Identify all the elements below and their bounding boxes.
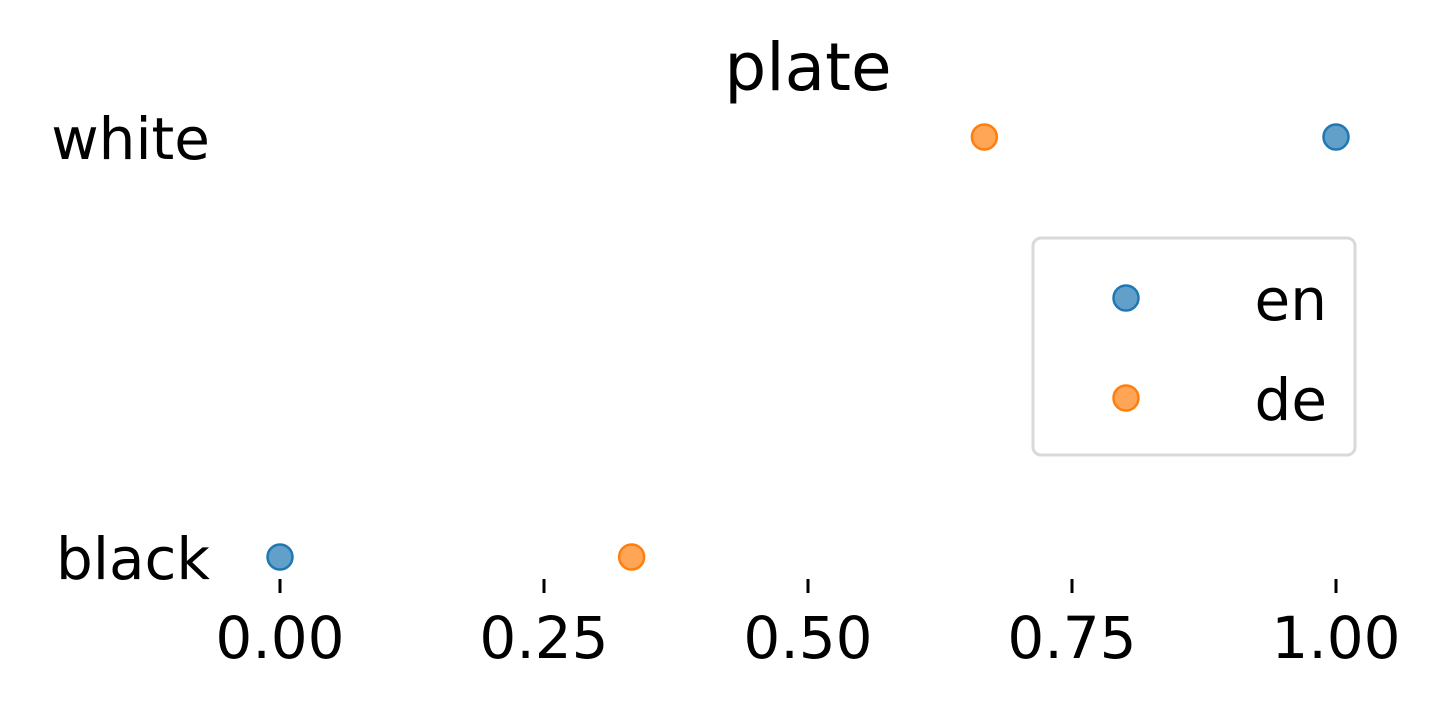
x-tick-label: 0.00 xyxy=(215,604,344,672)
x-tick-label: 0.75 xyxy=(1007,604,1136,672)
x-tick-label: 0.25 xyxy=(479,604,608,672)
legend-label-en: en xyxy=(1255,266,1327,334)
point-en-black xyxy=(266,543,294,571)
category-label-black: black xyxy=(56,525,210,593)
legend-label-de: de xyxy=(1255,366,1328,434)
y-axis-labels: black white xyxy=(51,105,210,593)
x-tick-label: 1.00 xyxy=(1271,604,1400,672)
chart-title: plate xyxy=(724,29,891,106)
point-de-white xyxy=(970,123,999,151)
x-tick-label: 0.50 xyxy=(743,604,872,672)
legend-marker-de xyxy=(1112,384,1140,412)
legend: en de xyxy=(1031,236,1357,457)
data-points xyxy=(266,123,1350,571)
x-axis: 0.00 0.25 0.50 0.75 1.00 xyxy=(215,579,1401,672)
legend-marker-en xyxy=(1112,284,1140,312)
point-de-black xyxy=(617,543,646,571)
category-label-white: white xyxy=(51,105,210,173)
point-en-white xyxy=(1322,123,1350,151)
